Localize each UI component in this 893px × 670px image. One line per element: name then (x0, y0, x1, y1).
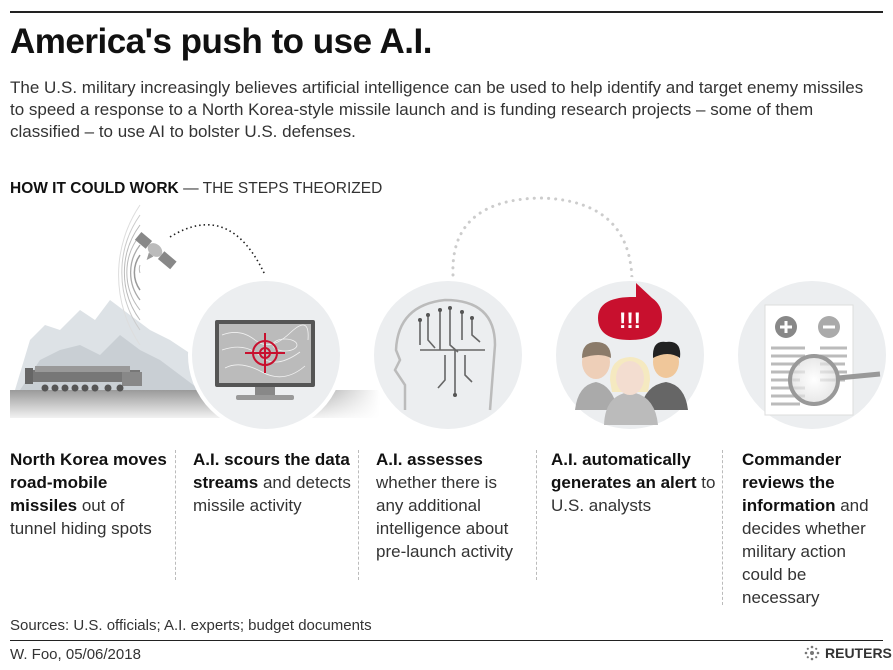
plus-icon (775, 316, 797, 338)
top-rule (10, 11, 883, 13)
connection-arc-dark (169, 223, 266, 276)
monitor-circle (188, 277, 344, 433)
bottom-rule (10, 640, 883, 641)
step-5: Commander reviews the information and de… (742, 448, 887, 609)
magnifier-icon (788, 354, 881, 406)
subhead-normal: — THE STEPS THEORIZED (178, 180, 383, 197)
step-3: A.I. assesses whether there is any addit… (376, 448, 526, 563)
target-crosshair-icon (245, 333, 285, 373)
step-2-bold: A.I. scours the data streams (193, 450, 350, 492)
step-3-bold: A.I. assesses (376, 450, 483, 469)
step-4: A.I. automatically generates an alert to… (551, 448, 716, 517)
credit: W. Foo, 05/06/2018 (10, 646, 141, 663)
step-2: A.I. scours the data streams and detects… (193, 448, 353, 517)
signal-waves (118, 204, 141, 346)
missile-launcher-icon (25, 366, 142, 392)
analyst-people-icon (575, 341, 688, 425)
divider (722, 450, 723, 605)
document-review-circle (734, 277, 890, 433)
step-1-bold: North Korea moves road-mobile missiles (10, 450, 167, 515)
divider (536, 450, 537, 580)
step-1: North Korea moves road-mobile missiles o… (10, 448, 170, 540)
alert-text: !!! (619, 308, 641, 333)
illustration: !!! (10, 196, 890, 433)
divider (175, 450, 176, 580)
sources: Sources: U.S. officials; A.I. experts; b… (10, 617, 372, 634)
minus-icon (818, 316, 840, 338)
satellite-icon (134, 232, 177, 270)
analysts-circle: !!! (552, 277, 708, 433)
step-4-text: to U.S. analysts (551, 473, 716, 515)
step-1-text: out of tunnel hiding spots (10, 496, 152, 538)
divider (358, 450, 359, 580)
reuters-logo-icon (804, 645, 820, 661)
subhead-bold: HOW IT COULD WORK (10, 180, 179, 197)
ai-brain-circle (370, 277, 526, 433)
intro-text: The U.S. military increasingly believes … (10, 78, 864, 141)
alert-bubble-icon (598, 283, 662, 340)
step-5-text: and decides whether military action coul… (742, 496, 869, 607)
connection-arc-light (451, 196, 634, 282)
step-4-bold: A.I. automatically generates an alert (551, 450, 697, 492)
reuters-logo-text: REUTERS (825, 645, 892, 661)
section-subhead: HOW IT COULD WORK — THE STEPS THEORIZED (10, 180, 382, 198)
step-5-bold: Commander reviews the information (742, 450, 842, 515)
reuters-logo: REUTERS (803, 644, 892, 662)
step-3-text: whether there is any additional intellig… (376, 473, 514, 561)
page-title: America's push to use A.I. (10, 22, 432, 61)
step-2-text: and detects missile activity (193, 473, 351, 515)
circuit-icon (419, 308, 485, 395)
